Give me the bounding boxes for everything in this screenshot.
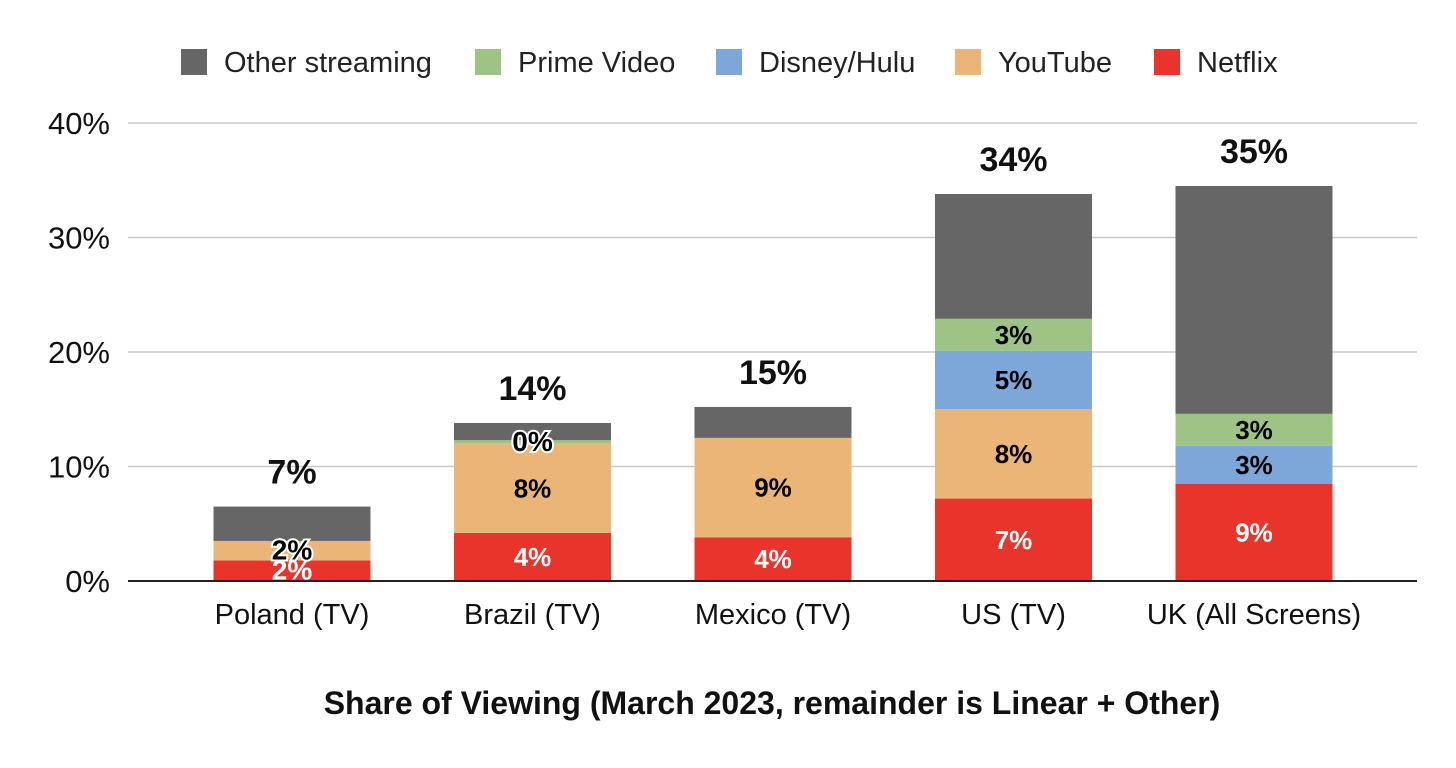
legend-label: Other streaming (224, 47, 432, 79)
total-label: 7% (267, 454, 316, 492)
bar-segment-netflix (935, 498, 1092, 581)
x-axis-ticks: Poland (TV) Brazil (TV) Mexico (TV) US (TV)… (215, 599, 1362, 631)
segment-label: 8% (514, 473, 552, 503)
segment-label: 3% (995, 320, 1033, 350)
x-tick-label: US (TV) (961, 599, 1066, 631)
segment-label: 2% (272, 535, 313, 566)
y-axis-ticks: 0% 10% 20% 30% 40% (48, 106, 110, 599)
segment-label: 4% (754, 544, 792, 574)
segment-label: 7% (995, 525, 1033, 555)
segment-label: 4% (514, 542, 552, 572)
legend-swatch-youtube (955, 49, 981, 75)
bar-segment-prime-video (1175, 413, 1333, 446)
total-label: 15% (739, 354, 807, 392)
bar-segment-netflix (454, 532, 611, 581)
bar-segment-youtube (454, 443, 611, 533)
bar-segment-netflix (1175, 483, 1333, 581)
segment-label: 0% (512, 426, 553, 457)
bar-segment-youtube (694, 437, 852, 538)
bars (213, 185, 1333, 581)
bar-segment-disney-hulu (935, 350, 1092, 410)
legend-swatch-netflix (1154, 49, 1180, 75)
x-tick-label: Mexico (TV) (695, 599, 851, 631)
legend-label: Prime Video (518, 47, 675, 79)
bar-segment-netflix (694, 537, 852, 581)
bar-segment-disney-hulu (1175, 445, 1333, 484)
y-tick-label: 0% (65, 564, 110, 599)
segment-label: 3% (1235, 415, 1273, 445)
y-tick-label: 30% (48, 221, 110, 256)
segment-label: 9% (754, 473, 792, 503)
bar-segment-youtube (213, 540, 371, 561)
segment-label: 3% (1235, 450, 1273, 480)
total-label: 35% (1220, 133, 1288, 171)
y-tick-label: 20% (48, 335, 110, 370)
segment-label: 8% (995, 439, 1033, 469)
legend-label: Disney/Hulu (759, 47, 915, 79)
legend-swatch-disney-hulu (716, 49, 742, 75)
segment-label: 5% (995, 365, 1033, 395)
bar-segment-other-streaming (1175, 185, 1333, 414)
legend-swatch-other-streaming (181, 49, 207, 75)
x-tick-label: UK (All Screens) (1147, 599, 1361, 631)
y-tick-label: 10% (48, 450, 110, 485)
x-tick-label: Brazil (TV) (464, 599, 601, 631)
bar-segment-youtube (935, 409, 1092, 499)
bar-segment-other-streaming (213, 506, 371, 541)
y-tick-label: 40% (48, 106, 110, 141)
segment-label: 9% (1235, 517, 1273, 547)
total-label: 34% (979, 141, 1047, 179)
total-label: 14% (498, 370, 566, 408)
bar-segment-other-streaming (694, 406, 852, 438)
legend-label: YouTube (998, 47, 1112, 79)
bar-segment-other-streaming (454, 422, 611, 441)
bar-segment-netflix (213, 560, 371, 581)
legend-swatch-prime-video (475, 49, 501, 75)
bar-segment-prime-video (454, 440, 611, 444)
legend-label: Netflix (1197, 47, 1278, 79)
x-tick-label: Poland (TV) (215, 599, 370, 631)
legend: Other streaming Prime Video Disney/Hulu You… (181, 47, 1278, 79)
total-labels: 7% 14% 15% 34% 35% (267, 133, 1288, 492)
bar-segment-prime-video (935, 318, 1092, 351)
x-axis-title: Share of Viewing (March 2023, remainder … (324, 685, 1221, 721)
bar-segment-other-streaming (935, 193, 1092, 319)
